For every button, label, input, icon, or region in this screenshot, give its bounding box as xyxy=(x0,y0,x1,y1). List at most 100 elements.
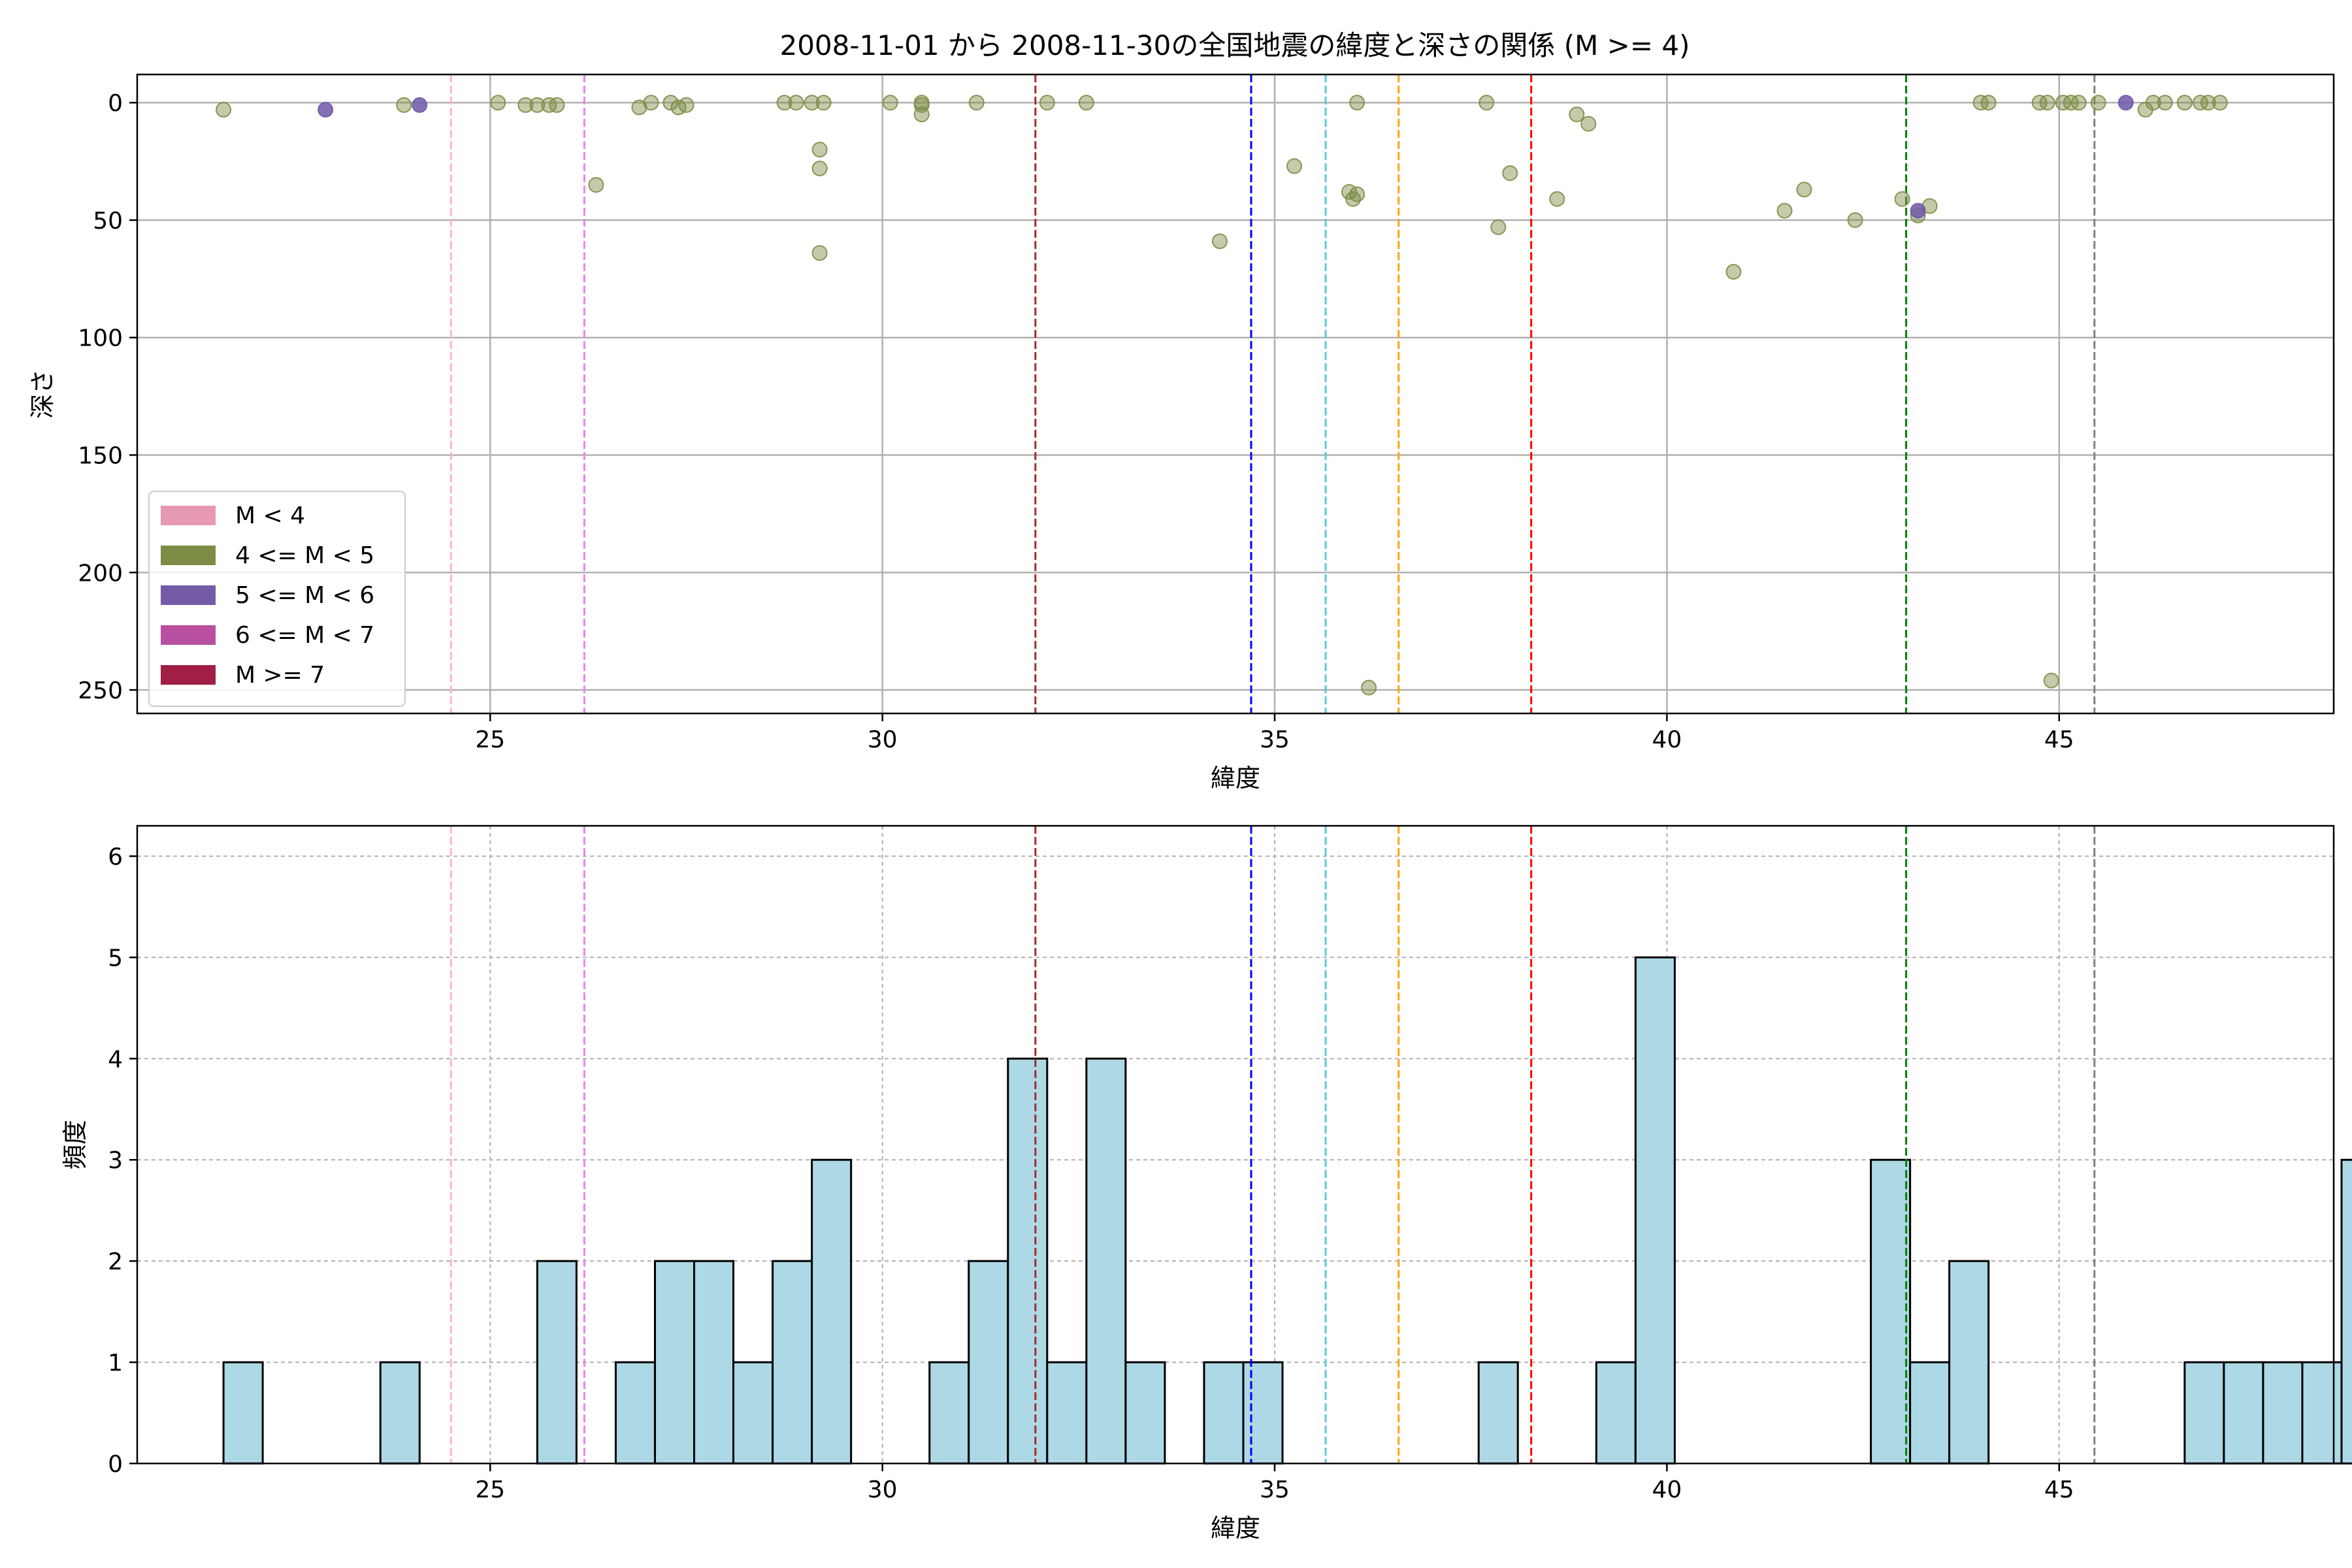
scatter-point xyxy=(1894,191,1910,207)
scatter-point xyxy=(1349,95,1365,111)
histogram-bar xyxy=(222,1361,264,1465)
histogram-x-axis-label: 緯度 xyxy=(1211,1514,1260,1543)
histogram-y-ticks: 0 1 2 3 4 5 6 xyxy=(108,843,137,1478)
x-tick-label: 45 xyxy=(2044,727,2074,753)
scatter-point xyxy=(1078,95,1094,111)
histogram-bar xyxy=(1085,1057,1127,1465)
scatter-x-ticks: 25 30 35 40 45 xyxy=(475,713,2074,753)
histogram-bar xyxy=(2262,1361,2304,1465)
scatter-point xyxy=(1796,182,1812,198)
histogram-x-ticks: 25 30 35 40 45 xyxy=(475,1463,2074,1503)
histogram-bar xyxy=(614,1361,656,1465)
scatter-y-ticks: 0 50 100 150 200 250 xyxy=(78,90,137,704)
histogram-bar xyxy=(1046,1361,1088,1465)
histogram-bar xyxy=(1595,1361,1637,1465)
scatter-panel: 25 30 35 40 45 0 50 100 150 200 250 緯度 深さ M < 4 4 … xyxy=(28,73,2335,792)
y-tick-label: 3 xyxy=(108,1147,123,1174)
y-tick-label: 150 xyxy=(78,442,123,469)
scatter-point xyxy=(811,160,828,176)
scatter-point xyxy=(2039,95,2055,111)
scatter-point xyxy=(517,97,534,113)
scatter-x-axis-label: 緯度 xyxy=(1211,764,1260,792)
scatter-point xyxy=(804,95,820,111)
histogram-bar xyxy=(1870,1158,1912,1465)
scatter-point xyxy=(811,245,828,261)
legend-frame xyxy=(148,491,406,707)
y-tick-label: 6 xyxy=(108,843,123,870)
histogram-bar xyxy=(1477,1361,1519,1465)
x-tick-label: 25 xyxy=(475,1477,505,1503)
scatter-point xyxy=(2070,95,2087,111)
scatter-threshold-lines xyxy=(449,74,2096,713)
scatter-points xyxy=(216,95,2228,696)
legend-swatch xyxy=(161,546,216,565)
histogram-bar xyxy=(653,1260,696,1465)
histogram-plot-area xyxy=(136,825,2335,1465)
scatter-point xyxy=(1847,212,1863,228)
scatter-point xyxy=(1478,95,1495,111)
y-tick-label: 4 xyxy=(108,1046,123,1073)
histogram-threshold-lines xyxy=(449,826,2096,1463)
histogram-bar xyxy=(1203,1361,1245,1465)
y-tick-label: 200 xyxy=(78,560,123,587)
y-tick-label: 0 xyxy=(108,1451,123,1478)
x-tick-label: 35 xyxy=(1260,727,1290,753)
scatter-point xyxy=(1490,219,1507,235)
scatter-point xyxy=(412,97,428,113)
scatter-point xyxy=(1972,95,1989,111)
legend-label: 5 <= M < 6 xyxy=(235,582,374,609)
scatter-point xyxy=(913,106,930,123)
scatter-point xyxy=(788,95,804,111)
scatter-point xyxy=(2090,95,2106,111)
scatter-point xyxy=(2192,95,2208,111)
scatter-point xyxy=(2200,95,2216,111)
histogram-bar xyxy=(536,1260,578,1465)
histogram-bar xyxy=(928,1361,970,1465)
scatter-point xyxy=(1910,203,1926,219)
scatter-point xyxy=(216,101,232,118)
histogram-bars xyxy=(222,956,2352,1465)
y-tick-label: 0 xyxy=(108,90,123,117)
scatter-point xyxy=(643,95,659,111)
histogram-bar xyxy=(2183,1361,2225,1465)
scatter-point xyxy=(2055,95,2071,111)
scatter-point xyxy=(776,95,792,111)
histogram-bar xyxy=(1242,1361,1284,1465)
histogram-bar xyxy=(732,1361,774,1465)
scatter-legend: M < 4 4 <= M < 5 5 <= M < 6 6 <= M < 7 M >= … xyxy=(148,491,406,707)
scatter-grid xyxy=(137,74,2334,713)
y-tick-label: 5 xyxy=(108,945,123,972)
y-tick-label: 1 xyxy=(108,1350,123,1377)
legend-label: 6 <= M < 7 xyxy=(235,622,374,649)
legend-swatch xyxy=(161,506,216,525)
scatter-point xyxy=(1549,191,1565,207)
y-tick-label: 100 xyxy=(78,325,123,352)
scatter-point xyxy=(1776,203,1793,219)
histogram-bar xyxy=(2301,1361,2343,1465)
scatter-point xyxy=(1569,106,1585,123)
histogram-bar xyxy=(693,1260,735,1465)
scatter-point xyxy=(1980,95,1997,111)
scatter-point xyxy=(2043,672,2059,689)
histogram-bar xyxy=(1948,1260,1990,1465)
scatter-point xyxy=(882,95,898,111)
scatter-point xyxy=(2145,95,2161,111)
x-tick-label: 25 xyxy=(475,727,505,753)
scatter-point xyxy=(2117,95,2134,111)
y-tick-label: 250 xyxy=(78,678,123,704)
histogram-bar xyxy=(1007,1057,1049,1465)
scatter-point xyxy=(396,97,412,113)
scatter-point xyxy=(1039,95,1055,111)
histogram-bar xyxy=(2223,1361,2264,1465)
scatter-point xyxy=(1286,158,1303,174)
x-tick-label: 40 xyxy=(1652,1477,1682,1503)
x-tick-label: 35 xyxy=(1260,1477,1290,1503)
scatter-point xyxy=(1725,264,1742,280)
scatter-point xyxy=(2157,95,2173,111)
scatter-point xyxy=(2031,95,2048,111)
legend-label: 4 <= M < 5 xyxy=(235,542,374,569)
x-tick-label: 30 xyxy=(868,727,898,753)
scatter-point xyxy=(662,95,679,111)
scatter-point xyxy=(1349,186,1365,203)
